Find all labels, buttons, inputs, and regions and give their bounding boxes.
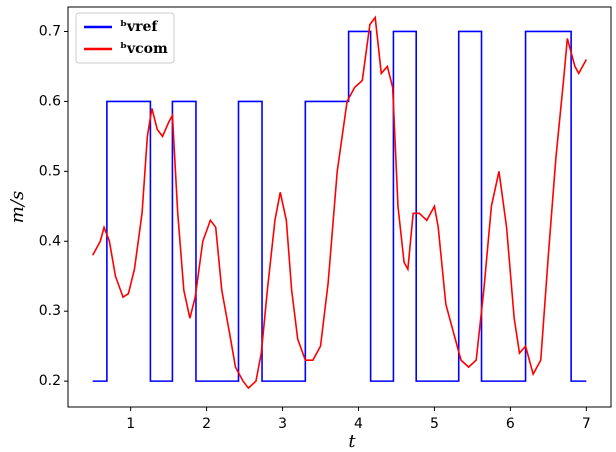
y-tick-label: 0.3 <box>39 303 61 319</box>
series-line <box>91 15 588 390</box>
series-line <box>92 30 587 382</box>
y-axis-label: m/s <box>7 191 28 223</box>
legend-box <box>75 12 175 64</box>
x-tick-label: 3 <box>278 416 287 432</box>
y-tick-label: 0.4 <box>39 233 61 249</box>
y-tick-label: 0.7 <box>39 23 61 39</box>
x-tick-label: 1 <box>126 416 135 432</box>
x-tick-label: 4 <box>354 416 363 432</box>
y-tick-label: 0.2 <box>39 373 61 389</box>
legend-label: ᵇvcom <box>120 41 168 57</box>
x-tick-label: 6 <box>506 416 515 432</box>
y-tick-label: 0.5 <box>39 163 61 179</box>
x-tick-label: 2 <box>202 416 211 432</box>
x-tick-label: 7 <box>582 416 591 432</box>
plot-frame <box>67 6 612 408</box>
x-axis-label: t <box>348 431 356 452</box>
y-tick-label: 0.6 <box>39 93 61 109</box>
legend-label: ᵇvref <box>120 19 158 35</box>
x-tick-label: 5 <box>430 416 439 432</box>
